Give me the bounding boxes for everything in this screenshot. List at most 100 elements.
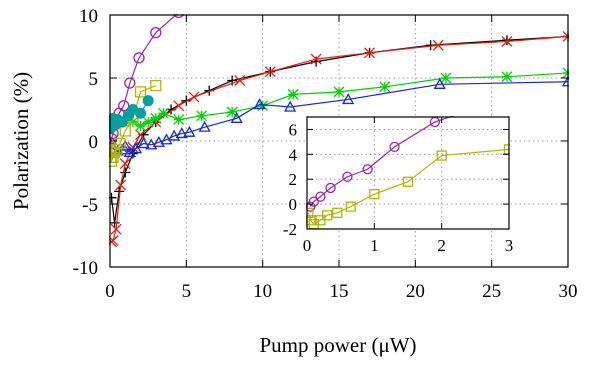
inset-series-circle-line	[309, 116, 455, 207]
inset-data-layer	[306, 116, 510, 230]
main-series-triangle-point	[145, 138, 158, 150]
main-series-x-point	[501, 36, 513, 47]
inset-series-square-point	[436, 150, 447, 161]
inset-series-circle-point	[308, 196, 319, 207]
main-series-x-point	[110, 223, 122, 235]
main-series-plus-point	[120, 167, 131, 178]
inset-y-tick-label: 6	[289, 120, 298, 139]
inset-x-tick-label: 3	[505, 236, 514, 255]
main-series-triangle-point	[152, 135, 165, 147]
main-series-star-point	[196, 110, 208, 122]
main-x-tick-label: 30	[559, 281, 578, 302]
main-series-triangle-point	[168, 129, 181, 141]
main-series-x-point	[432, 39, 444, 51]
inset-series-square-line	[307, 148, 510, 225]
main-y-tick-label: 5	[89, 69, 99, 90]
inset-series-square-point	[306, 207, 314, 218]
main-x-tick-label: 0	[105, 281, 115, 302]
main-series-square-point	[111, 144, 123, 156]
main-series-triangle-point	[198, 120, 211, 132]
inset-plot-area: 0 1 2 3 -2 0 2 4 6	[283, 116, 514, 255]
inset-series-square-point	[332, 207, 343, 218]
main-series-square-point	[134, 86, 147, 98]
main-series-circle-point	[150, 26, 162, 39]
main-series-plus-point	[109, 192, 117, 203]
y-axis-label: Polarization (%)	[9, 72, 33, 210]
main-series-star-point	[150, 112, 162, 124]
inset-x-tick-label: 1	[370, 236, 379, 255]
main-x-tick-label: 25	[482, 281, 501, 302]
main-series-square-point	[114, 137, 126, 150]
main-series-x-point	[119, 158, 131, 170]
main-series-triangle-point	[342, 93, 355, 105]
inset-y-tick-label: -2	[283, 220, 297, 239]
inset-series-square-point	[306, 215, 316, 226]
main-x-tick-label: 10	[253, 281, 272, 302]
main-x-tick-label: 15	[330, 281, 349, 302]
main-y-tick-label: 10	[79, 6, 98, 27]
inset-y-tick-label: 0	[289, 195, 298, 214]
main-series-plus-point	[109, 217, 120, 228]
main-series-square-point	[109, 155, 118, 167]
main-series-star-point	[440, 72, 452, 84]
inset-series-circle-point	[342, 171, 353, 182]
inset-series-square-point	[322, 210, 333, 221]
main-series-triangle-point	[253, 98, 266, 110]
main-series-circle-point	[173, 14, 185, 19]
main-series-triangle-point	[119, 139, 132, 151]
main-series-triangle-point	[284, 100, 297, 112]
inset-x-tick-label: 0	[303, 236, 312, 255]
main-series-star-point	[379, 81, 391, 93]
main-series-triangle-point	[137, 137, 150, 149]
main-series-triangle-point	[183, 125, 196, 137]
main-series-x-point	[264, 66, 276, 78]
main-series-filled-circle-point	[142, 95, 154, 107]
x-axis-label: Pump power (μW)	[259, 333, 416, 357]
main-x-tick-label: 5	[182, 281, 192, 302]
main-series-x-point	[310, 53, 322, 65]
inset-series-square-point	[369, 189, 380, 200]
main-series-plus-point	[501, 35, 512, 46]
main-series-star-point	[135, 120, 146, 132]
main-series-circle-point	[133, 52, 145, 64]
main-series-circle-point	[118, 100, 130, 112]
main-series-star-point	[127, 116, 139, 128]
main-series-star-point	[287, 88, 299, 100]
main-series-star-point	[173, 114, 185, 126]
main-series-circle-point	[124, 77, 136, 89]
main-series-triangle-point	[230, 111, 243, 123]
main-series-square-point	[150, 79, 162, 92]
inset-series-circle-point	[389, 141, 400, 153]
inset-plot-frame	[306, 116, 510, 230]
main-series-x-point	[173, 100, 185, 112]
main-data-layer	[109, 14, 569, 248]
main-series-x-point	[115, 179, 127, 191]
inset-plot-background	[307, 117, 509, 229]
main-series-star-point	[157, 107, 169, 119]
inset-y-tick-label: 2	[289, 170, 298, 189]
main-y-tick-label: 0	[89, 132, 99, 153]
inset-y-tick-label: 4	[289, 145, 298, 164]
main-series-star-point	[226, 106, 238, 118]
main-series-x-point	[234, 75, 246, 86]
inset-x-tick-label: 2	[437, 236, 446, 255]
main-series-triangle-point	[175, 127, 188, 139]
main-y-tick-label: -5	[82, 195, 98, 216]
inset-series-circle-point	[362, 164, 373, 175]
main-series-star-point	[501, 71, 513, 83]
inset-series-square-point	[402, 176, 414, 187]
main-series-x-point	[188, 91, 200, 103]
main-x-tick-label: 20	[406, 281, 425, 302]
inset-series-square-point	[345, 201, 356, 212]
main-series-triangle-point	[123, 146, 136, 157]
main-series-triangle-point	[433, 77, 446, 89]
inset-series-circle-point	[325, 182, 336, 194]
main-y-tick-label: -10	[73, 258, 98, 279]
main-series-filled-circle-point	[135, 107, 147, 119]
main-series-star-point	[333, 86, 345, 98]
main-series-x-point	[364, 47, 375, 59]
inset-series-circle-point	[315, 191, 326, 202]
